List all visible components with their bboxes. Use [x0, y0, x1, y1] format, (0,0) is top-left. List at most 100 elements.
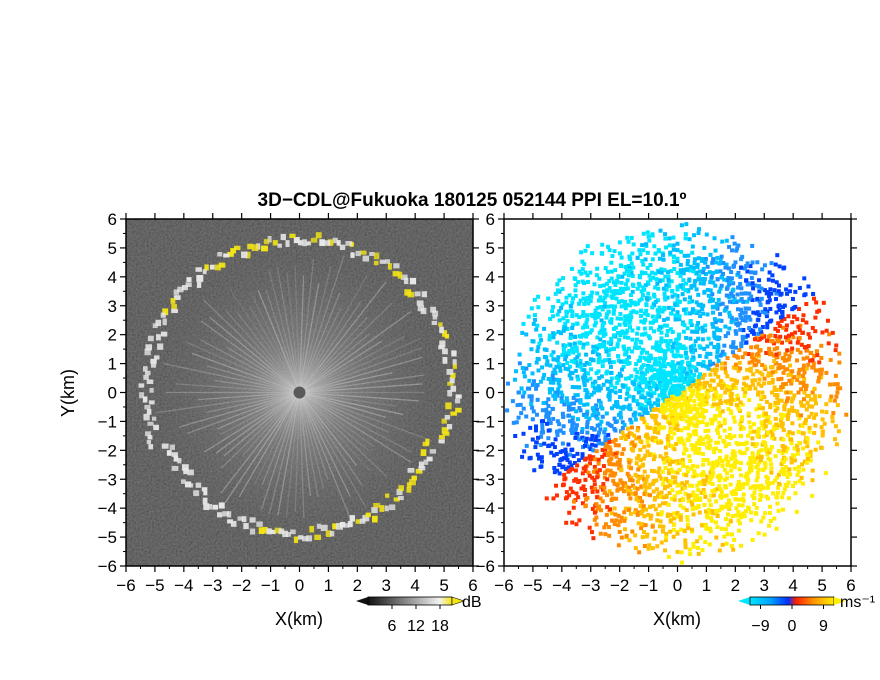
velocity-pixel	[615, 280, 620, 285]
velocity-pixel	[773, 400, 778, 405]
velocity-pixel	[675, 423, 680, 428]
velocity-pixel	[784, 449, 789, 454]
velocity-pixel	[518, 402, 523, 407]
velocity-pixel	[690, 502, 695, 507]
velocity-pixel	[533, 317, 538, 322]
velocity-pixel	[760, 362, 765, 367]
velocity-pixel	[540, 408, 545, 413]
velocity-pixel	[607, 357, 612, 362]
velocity-pixel	[704, 409, 709, 414]
velocity-pixel	[723, 527, 728, 532]
velocity-pixel	[661, 456, 666, 461]
velocity-pixel	[732, 241, 737, 246]
velocity-pixel	[790, 483, 795, 488]
velocity-pixel	[741, 492, 746, 497]
velocity-pixel	[585, 409, 590, 414]
velocity-pixel	[750, 382, 755, 387]
velocity-pixel	[582, 301, 587, 306]
velocity-pixel	[558, 450, 563, 455]
velocity-pixel	[595, 470, 600, 475]
velocity-pixel	[729, 391, 734, 396]
velocity-pixel	[757, 278, 762, 283]
velocity-pixel	[648, 387, 653, 392]
velocity-pixel	[681, 345, 686, 350]
velocity-pixel	[671, 527, 676, 532]
velocity-pixel	[616, 377, 621, 382]
echo-ring-pixel	[369, 251, 375, 256]
velocity-pixel	[631, 395, 636, 400]
velocity-pixel	[627, 320, 632, 325]
velocity-pixel	[796, 390, 801, 395]
velocity-pixel	[670, 459, 675, 464]
velocity-pixel	[534, 440, 539, 445]
velocity-pixel	[691, 474, 696, 479]
velocity-pixel	[697, 273, 702, 278]
velocity-pixel	[642, 444, 647, 449]
velocity-pixel	[726, 407, 731, 412]
velocity-pixel	[748, 384, 753, 389]
velocity-pixel	[581, 325, 586, 330]
velocity-pixel	[564, 396, 569, 401]
echo-ring-pixel	[455, 407, 462, 413]
velocity-pixel	[585, 331, 590, 336]
velocity-pixel	[677, 483, 682, 488]
velocity-pixel	[554, 483, 559, 488]
velocity-pixel	[750, 298, 755, 303]
velocity-pixel	[675, 287, 680, 292]
echo-ring-pixel	[180, 479, 186, 484]
velocity-pixel	[590, 406, 595, 411]
velocity-pixel	[776, 289, 781, 294]
velocity-pixel	[585, 378, 590, 383]
velocity-pixel	[830, 330, 835, 335]
velocity-pixel	[681, 461, 686, 466]
velocity-pixel	[802, 390, 807, 395]
velocity-pixel	[701, 441, 706, 446]
velocity-pixel	[606, 244, 611, 249]
velocity-pixel	[611, 346, 616, 351]
velocity-pixel	[701, 270, 706, 275]
velocity-pixel	[594, 515, 599, 520]
velocity-pixel	[764, 314, 769, 319]
velocity-pixel	[679, 403, 684, 408]
velocity-pixel	[590, 383, 595, 388]
velocity-pixel	[594, 522, 599, 527]
velocity-pixel	[669, 311, 674, 316]
velocity-pixel	[658, 519, 663, 524]
velocity-pixel	[525, 386, 530, 391]
velocity-pixel	[731, 294, 736, 299]
velocity-pixel	[744, 471, 749, 476]
velocity-pixel	[814, 412, 819, 417]
velocity-pixel	[625, 488, 630, 493]
velocity-pixel	[694, 271, 699, 276]
velocity-pixel	[598, 400, 603, 405]
velocity-pixel	[650, 468, 655, 473]
echo-ring-pixel	[144, 431, 151, 437]
velocity-pixel	[774, 280, 779, 285]
velocity-pixel	[756, 452, 761, 457]
velocity-pixel	[675, 483, 680, 488]
velocity-pixel	[615, 488, 620, 493]
velocity-pixel	[613, 420, 618, 425]
velocity-pixel	[770, 278, 775, 283]
velocity-pixel	[671, 353, 676, 358]
velocity-pixel	[702, 346, 707, 351]
velocity-pixel	[764, 350, 769, 355]
velocity-pixel	[613, 288, 618, 293]
velocity-pixel	[732, 489, 737, 494]
velocity-pixel	[795, 317, 800, 322]
velocity-pixel	[641, 231, 646, 236]
velocity-pixel	[817, 375, 822, 380]
velocity-pixel	[641, 530, 646, 535]
velocity-pixel	[665, 343, 670, 348]
velocity-pixel	[679, 436, 684, 441]
velocity-pixel	[806, 344, 811, 349]
colorbar-tick-label: 18	[431, 618, 449, 635]
velocity-pixel	[594, 371, 599, 376]
velocity-pixel	[758, 458, 763, 463]
velocity-pixel	[552, 445, 557, 450]
reflectivity-ray	[204, 391, 300, 453]
velocity-pixel	[708, 383, 713, 388]
velocity-pixel	[591, 347, 596, 352]
velocity-pixel	[789, 332, 794, 337]
velocity-pixel	[675, 298, 680, 303]
